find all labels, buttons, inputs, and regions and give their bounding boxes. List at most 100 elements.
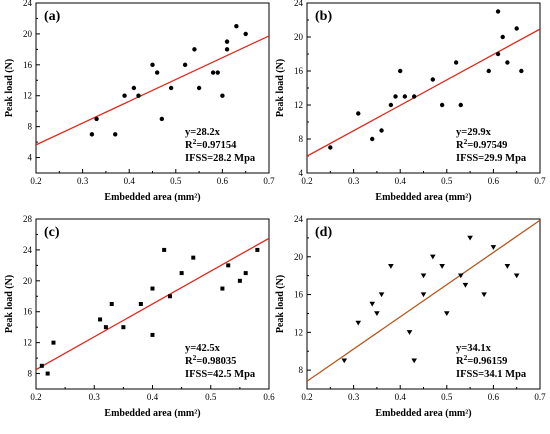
data-point — [150, 62, 155, 68]
data-point — [369, 301, 376, 307]
fit-annotation-line: y=34.1x — [456, 343, 492, 354]
x-tick-label: 0.7 — [534, 392, 546, 402]
x-axis-label: Embedded area (mm²) — [104, 408, 200, 419]
x-tick-label: 0.3 — [77, 176, 89, 186]
data-point — [98, 317, 103, 322]
x-tick-label: 0.4 — [395, 392, 407, 402]
data-point — [51, 340, 56, 345]
fit-annotation-line: y=28.2x — [185, 127, 221, 138]
y-tick-label: 20 — [294, 32, 304, 42]
fit-annotation-line: IFSS=34.1 Mpa — [456, 369, 527, 380]
y-tick-label: 16 — [294, 290, 304, 300]
data-point — [504, 264, 511, 269]
data-point — [150, 332, 155, 337]
fit-annotation-line: IFSS=42.5 Mpa — [185, 369, 256, 380]
y-tick-label: 12 — [294, 327, 303, 337]
data-point — [388, 264, 394, 269]
data-point — [453, 60, 459, 65]
data-point — [89, 132, 95, 137]
data-point — [237, 278, 242, 283]
data-point — [458, 102, 463, 108]
data-point — [224, 47, 230, 52]
x-axis-label: Embedded area (mm²) — [375, 192, 471, 203]
data-point — [379, 128, 384, 133]
x-tick-label: 0.3 — [348, 176, 360, 186]
data-point — [154, 70, 160, 75]
data-point — [159, 116, 165, 122]
x-tick-label: 0.5 — [441, 392, 453, 402]
data-point — [411, 94, 417, 99]
data-point — [182, 62, 188, 68]
fit-line — [307, 219, 540, 382]
y-tick-label: 24 — [23, 0, 33, 8]
x-tick-label: 0.7 — [263, 176, 275, 186]
data-point — [168, 85, 174, 91]
y-tick-label: 8 — [299, 365, 304, 375]
y-tick-label: 12 — [23, 91, 32, 101]
data-point — [378, 292, 385, 298]
x-tick-label: 0.5 — [441, 176, 453, 186]
y-tick-label: 12 — [294, 100, 303, 110]
data-point — [481, 292, 487, 298]
y-tick-label: 8 — [28, 369, 33, 379]
data-point — [519, 68, 524, 74]
x-tick-label: 0.6 — [263, 392, 275, 402]
y-tick-label: 8 — [299, 134, 304, 144]
data-point — [411, 358, 417, 364]
y-tick-label: 16 — [23, 307, 33, 317]
data-point — [505, 60, 510, 65]
panel-label: (a) — [44, 9, 61, 24]
data-point — [406, 330, 413, 335]
data-point — [234, 23, 239, 29]
fit-annotation-line: R2=0.96159 — [456, 353, 507, 368]
data-point — [439, 102, 445, 108]
x-tick-label: 0.3 — [89, 392, 101, 402]
y-axis-label: Peak load (N) — [4, 59, 15, 117]
data-point — [224, 39, 230, 44]
data-point — [495, 9, 501, 14]
data-point — [191, 255, 196, 260]
y-tick-label: 20 — [23, 276, 33, 286]
data-point — [179, 271, 184, 276]
panel-c: 0.2 0.3 0.4 0.5 0.6 8 12 16 20 24 28 Embedded area … — [4, 214, 275, 419]
data-point — [444, 311, 450, 317]
data-point — [162, 247, 167, 252]
data-point — [220, 286, 225, 291]
data-point — [255, 247, 260, 252]
y-tick-label: 24 — [23, 245, 33, 255]
data-point — [122, 93, 127, 98]
y-tick-label: 4 — [28, 153, 33, 163]
data-point — [39, 363, 44, 368]
data-point — [103, 325, 108, 330]
panel-b: 0.2 0.3 0.4 0.5 0.6 0.7 4 8 12 16 20 24 Embedded are… — [275, 0, 546, 203]
data-point — [457, 273, 464, 279]
data-point — [420, 273, 427, 279]
data-point — [370, 136, 375, 142]
data-point — [513, 273, 520, 279]
y-axis-label: Peak load (N) — [275, 59, 286, 117]
data-point — [486, 68, 491, 74]
y-axis-label: Peak load (N) — [4, 275, 15, 333]
data-point — [467, 235, 473, 241]
data-point — [136, 93, 141, 98]
x-tick-label: 0.2 — [301, 392, 312, 402]
panel-label: (c) — [44, 225, 60, 240]
panel-label: (d) — [315, 225, 332, 240]
data-point — [356, 111, 361, 116]
fit-line — [36, 35, 269, 146]
fit-line — [36, 237, 269, 371]
x-tick-label: 0.6 — [488, 176, 500, 186]
data-point — [388, 102, 394, 108]
data-point — [393, 94, 398, 99]
data-point — [192, 47, 197, 52]
y-tick-label: 24 — [294, 214, 304, 224]
data-point — [226, 263, 231, 268]
data-point — [430, 254, 436, 260]
data-point — [113, 132, 118, 137]
y-tick-label: 24 — [294, 0, 304, 8]
fit-annotation-line: y=29.9x — [456, 127, 492, 138]
data-point — [374, 311, 380, 317]
y-tick-label: 4 — [299, 168, 304, 178]
data-point — [402, 94, 408, 99]
